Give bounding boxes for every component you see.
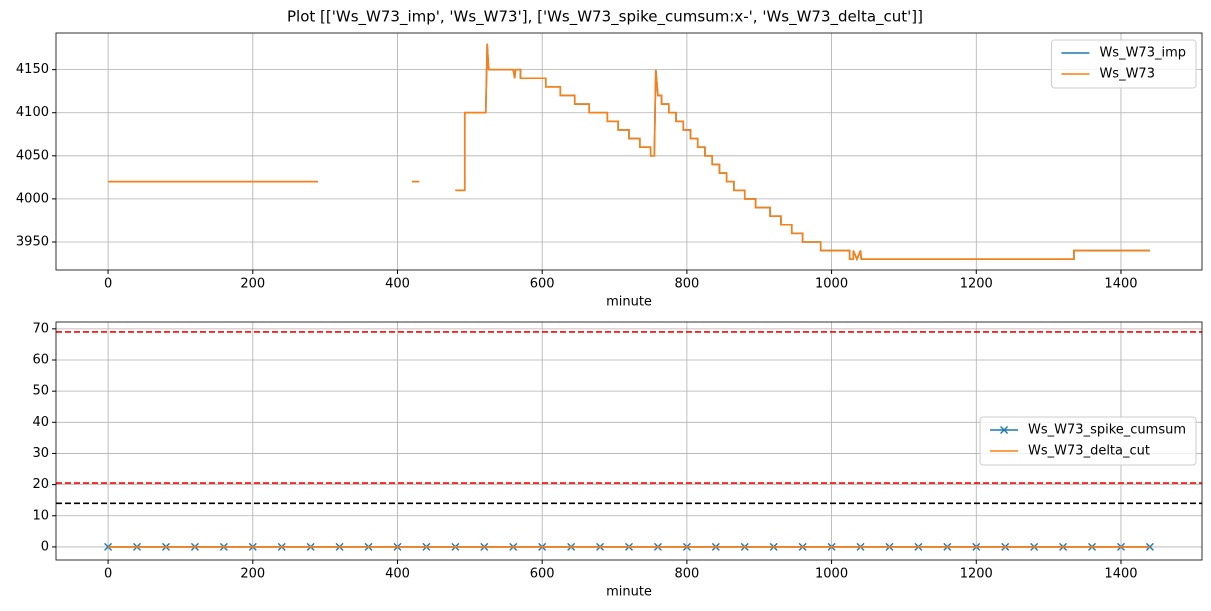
y-tick-label: 3950 (16, 234, 49, 249)
x-tick-label: 1200 (960, 567, 993, 582)
x-tick-label: 400 (385, 567, 410, 582)
series-line (108, 43, 1150, 262)
y-tick-label: 40 (32, 415, 49, 430)
x-tick-label: 400 (385, 277, 410, 292)
y-tick-label: 0 (41, 539, 49, 554)
legend-frame (1050, 39, 1197, 89)
y-tick-label: 4050 (16, 148, 49, 163)
legend-label: Ws_W73_spike_cumsum (1028, 423, 1186, 438)
plot-area (56, 331, 1202, 551)
axes: 0 200 400 600 800 1000 1200 1400 0 10 20 30 40 50 60 70… (32, 321, 1203, 600)
x-tick-label: 1000 (815, 567, 848, 582)
legend-frame (979, 416, 1197, 466)
y-tick-label: 20 (32, 477, 49, 492)
x-tick-label: 800 (674, 277, 699, 292)
figure-title: Plot [['Ws_W73_imp', 'Ws_W73'], ['Ws_W73… (287, 8, 923, 27)
legend-label: Ws_W73_delta_cut (1028, 444, 1150, 459)
x-tick-label: 200 (240, 567, 265, 582)
series-line (108, 43, 1150, 262)
x-tick-label: 800 (674, 567, 699, 582)
x-tick-label: 0 (104, 277, 112, 292)
x-tick-label: 600 (530, 567, 555, 582)
x-axis-label: minute (606, 295, 652, 310)
x-tick-label: 1000 (815, 277, 848, 292)
y-tick-label: 70 (32, 321, 49, 336)
axes: 0 200 400 600 800 1000 1200 1400 3950 4000 4050 410… (16, 32, 1203, 310)
x-axis-label: minute (606, 585, 652, 600)
axes-frame (55, 32, 1203, 271)
y-tick-label: 30 (32, 446, 49, 461)
y-tick-label: 4150 (16, 62, 49, 77)
x-tick-label: 200 (240, 277, 265, 292)
legend: Ws_W73_spike_cumsum Ws_W73_delta_cut (979, 416, 1197, 466)
plot-area (108, 43, 1150, 262)
legend-label: Ws_W73 (1099, 67, 1155, 82)
y-tick-label: 4100 (16, 105, 49, 120)
x-tick-label: 1200 (960, 277, 993, 292)
y-tick-label: 10 (32, 508, 49, 523)
legend: Ws_W73_imp Ws_W73 (1050, 39, 1197, 89)
x-tick-label: 1400 (1104, 277, 1137, 292)
x-tick-label: 1400 (1104, 567, 1137, 582)
legend-marker (1000, 426, 1009, 434)
y-tick-label: 4000 (16, 191, 49, 206)
y-tick-label: 50 (32, 384, 49, 399)
axes-frame (55, 321, 1203, 561)
x-tick-label: 600 (530, 277, 555, 292)
y-tick-label: 60 (32, 353, 49, 368)
x-tick-label: 0 (104, 567, 112, 582)
legend-label: Ws_W73_imp (1099, 46, 1186, 61)
